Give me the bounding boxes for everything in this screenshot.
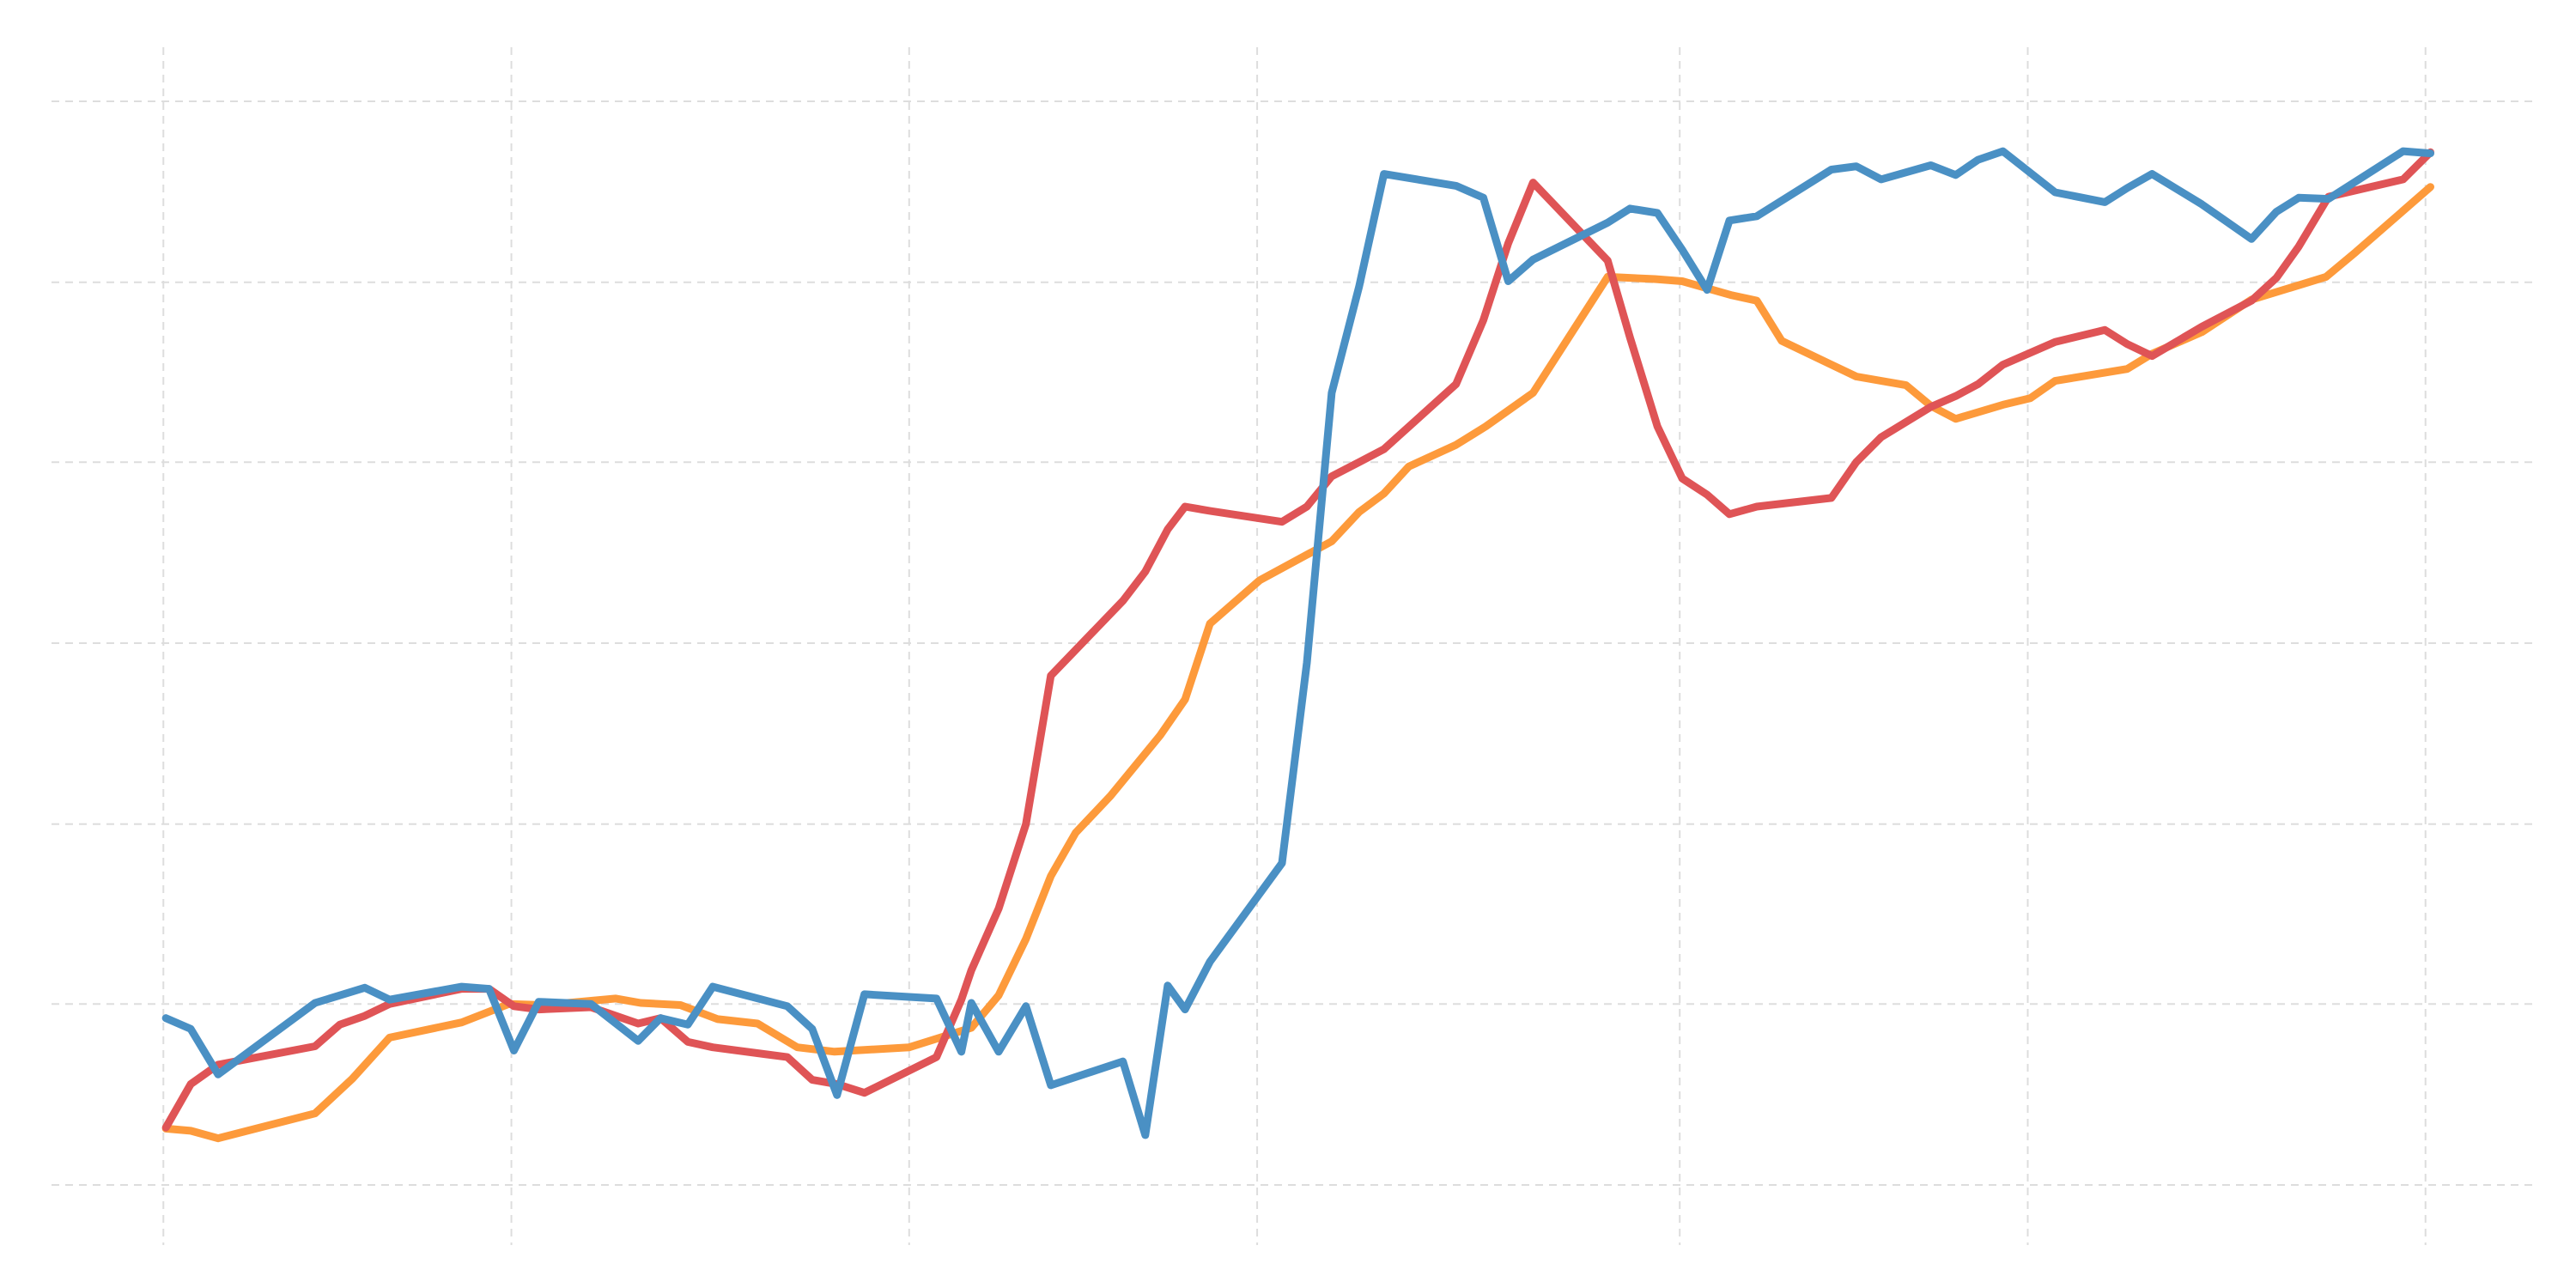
grid [52, 47, 2537, 1245]
series-line-red [161, 148, 2434, 1132]
series-line-blue [161, 147, 2434, 1139]
series-line-orange [161, 183, 2434, 1143]
series-layer [161, 147, 2434, 1143]
